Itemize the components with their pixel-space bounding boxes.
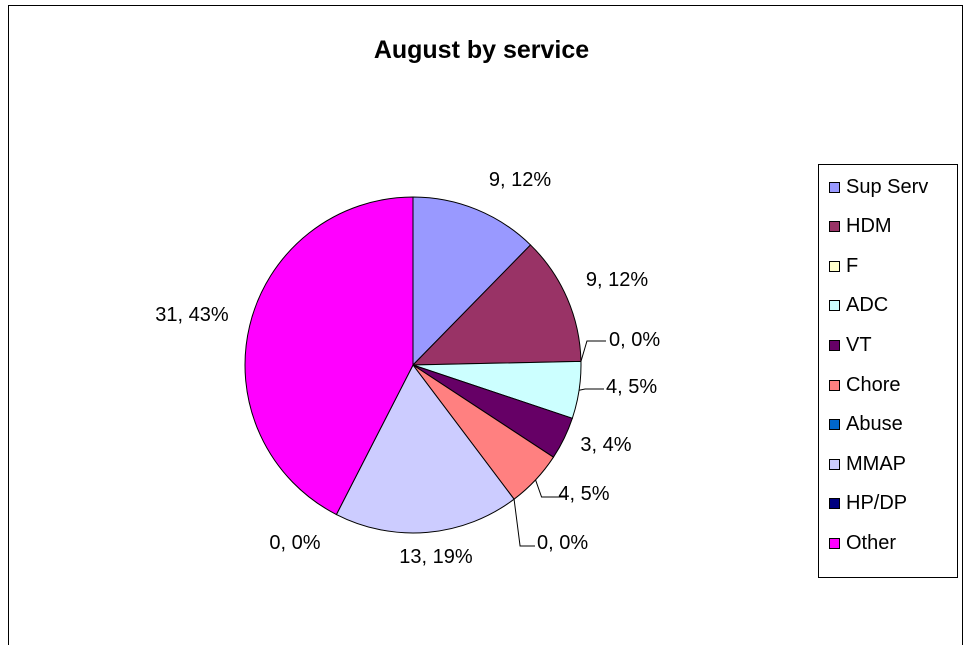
legend-item-abuse: Abuse [829, 413, 903, 437]
legend-swatch-abuse [829, 419, 840, 431]
legend-swatch-other [829, 537, 840, 549]
data-label-vt: 3, 4% [580, 434, 631, 456]
legend-label-sup-serv: Sup Serv [846, 175, 929, 198]
pie-slice-mmap [335, 364, 515, 534]
legend-swatch-vt [829, 339, 840, 351]
legend-item-f: F [829, 254, 858, 278]
data-label-adc: 4, 5% [606, 376, 657, 398]
legend-item-hp-dp: HP/DP [829, 492, 907, 516]
legend-item-adc: ADC [829, 294, 888, 318]
legend-item-chore: Chore [829, 373, 900, 397]
legend-swatch-adc [829, 300, 840, 312]
leader-line-abuse [513, 499, 535, 547]
legend-label-other: Other [846, 531, 897, 554]
legend-label-hp-dp: HP/DP [846, 492, 908, 515]
pie-slice-hdm [411, 244, 582, 366]
legend-item-mmap: MMAP [829, 452, 906, 476]
data-label-mmap: 13, 19% [399, 546, 473, 568]
legend-item-vt: VT [829, 333, 872, 357]
data-label-sup-serv: 9, 12% [489, 169, 551, 191]
legend-item-sup-serv: Sup Serv [829, 175, 928, 199]
legend-swatch-hdm [829, 221, 840, 233]
legend-swatch-chore [829, 379, 840, 391]
data-label-other: 31, 43% [155, 304, 229, 326]
pie-slice-other [244, 196, 414, 516]
data-label-abuse: 0, 0% [537, 532, 588, 554]
pie-slice-sup-serv [412, 196, 532, 367]
legend-label-f: F [846, 254, 859, 277]
legend-label-vt: VT [846, 333, 872, 356]
chart-title: August by service [373, 36, 590, 64]
legend-swatch-mmap [829, 458, 840, 470]
data-label-f: 0, 0% [609, 329, 660, 351]
legend: Sup Serv HDM F ADC VT Chore Abuse MMAP HP/DP Othe… [818, 164, 958, 578]
legend-swatch-sup-serv [829, 181, 840, 193]
leader-line-chore [535, 479, 566, 498]
data-label-hdm: 9, 12% [586, 269, 648, 291]
legend-label-hdm: HDM [846, 215, 892, 238]
leader-line-adc [578, 388, 604, 391]
legend-swatch-hp-dp [829, 498, 840, 510]
legend-item-other: Other [829, 531, 896, 555]
data-label-hp-dp: 0, 0% [269, 532, 320, 554]
legend-label-mmap: MMAP [846, 452, 906, 475]
legend-label-abuse: Abuse [846, 413, 903, 436]
legend-item-hdm: HDM [829, 215, 892, 239]
legend-label-adc: ADC [846, 294, 889, 317]
legend-swatch-f [829, 260, 840, 272]
legend-label-chore: Chore [846, 373, 901, 396]
leader-line-f [580, 340, 606, 362]
data-label-chore: 4, 5% [558, 483, 609, 505]
